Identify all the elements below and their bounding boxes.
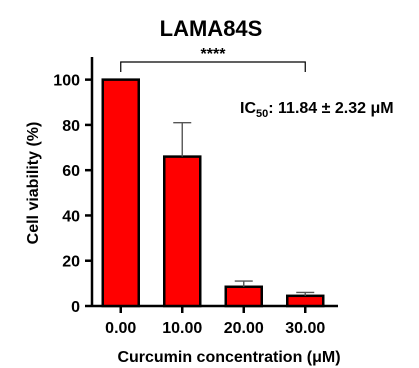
ic50-prefix: IC [240,100,256,117]
y-tick-label: 100 [53,73,80,90]
bar [101,78,140,308]
x-axis-ticks: 0.00 10.00 20.00 30.00 [105,306,325,337]
y-tick-label: 60 [62,163,80,180]
x-tick-label: 30.00 [285,320,325,337]
x-axis-label: Curcumin concentration (μM) [117,349,340,366]
ic50-annotation: IC50: 11.84 ± 2.32 μM [240,100,394,120]
y-tick-label: 80 [62,118,80,135]
x-tick-label: 10.00 [162,320,202,337]
significance-bracket: **** [120,46,306,72]
ic50-value: : 11.84 ± 2.32 μM [268,100,393,117]
bar [163,155,202,308]
bar [224,285,263,308]
y-tick-label: 0 [71,299,80,316]
error-bars [173,121,315,296]
chart-title: LAMA84S [160,16,263,41]
bars [101,78,325,308]
x-tick-label: 0.00 [105,320,136,337]
y-axis-label: Cell viability (%) [25,122,42,245]
ic50-subscript: 50 [256,108,268,120]
y-tick-label: 20 [62,254,80,271]
y-tick-label: 40 [62,208,80,225]
significance-stars: **** [201,46,227,63]
x-tick-label: 20.00 [224,320,264,337]
y-axis-ticks: 0 20 40 60 80 100 [53,73,92,316]
bar [286,294,325,308]
significance-bracket-line [120,61,306,72]
